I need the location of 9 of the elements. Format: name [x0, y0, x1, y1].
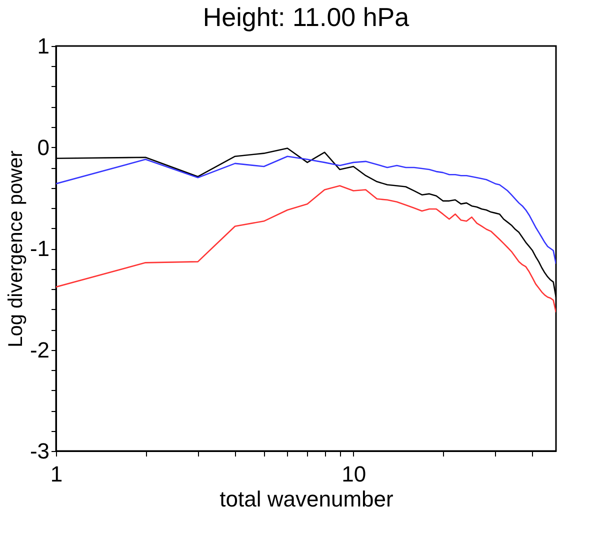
y-tick-label: -1 — [30, 236, 50, 261]
x-axis-title: total wavenumber — [220, 486, 394, 512]
x-tick-label: 10 — [342, 462, 366, 486]
y-tick-label: 0 — [37, 134, 50, 160]
chart-title: Height: 11.00 hPa — [202, 2, 410, 32]
y-axis-title: Log divergence power — [4, 150, 27, 348]
y-tick-label: -3 — [30, 438, 50, 464]
y-tick-label: -2 — [30, 337, 50, 362]
y-tick-label: 1 — [37, 34, 50, 58]
